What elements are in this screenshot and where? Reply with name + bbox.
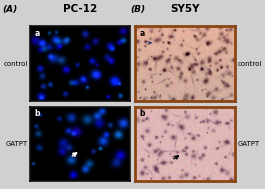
Text: GATPT: GATPT bbox=[6, 141, 28, 147]
Text: control: control bbox=[237, 61, 262, 67]
Text: (B): (B) bbox=[130, 5, 145, 14]
Text: b: b bbox=[34, 109, 40, 118]
Text: b: b bbox=[139, 109, 145, 118]
Text: GATPT: GATPT bbox=[237, 141, 259, 147]
Text: SY5Y: SY5Y bbox=[170, 4, 200, 14]
Text: control: control bbox=[3, 61, 28, 67]
Text: PC-12: PC-12 bbox=[63, 4, 97, 14]
Text: a: a bbox=[34, 29, 40, 38]
Text: a: a bbox=[139, 29, 144, 38]
Text: (A): (A) bbox=[2, 5, 18, 14]
